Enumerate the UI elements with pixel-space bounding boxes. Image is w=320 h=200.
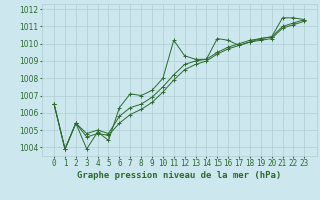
X-axis label: Graphe pression niveau de la mer (hPa): Graphe pression niveau de la mer (hPa) <box>77 171 281 180</box>
